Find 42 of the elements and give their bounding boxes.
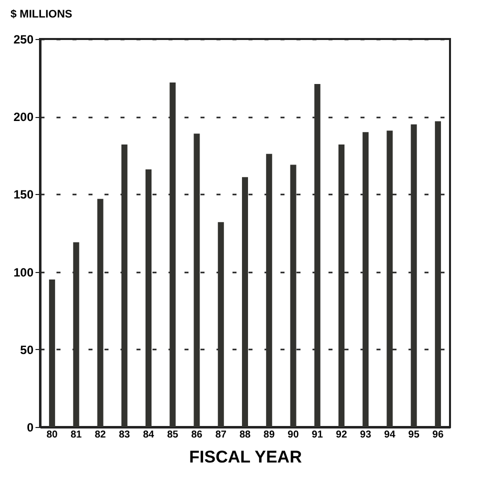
bar xyxy=(434,121,441,427)
bar xyxy=(49,280,56,427)
bar xyxy=(314,84,320,427)
bar xyxy=(194,134,200,427)
x-tick-label: 84 xyxy=(142,430,155,440)
bar xyxy=(73,242,80,427)
x-tick-label: 80 xyxy=(46,430,58,440)
x-tick-label: 90 xyxy=(288,430,300,440)
y-tick-label: 150 xyxy=(13,188,34,202)
x-tick-label: 83 xyxy=(118,430,130,440)
y-tick-label: 200 xyxy=(13,110,34,124)
bar xyxy=(146,169,152,427)
bar xyxy=(338,144,344,427)
bar xyxy=(386,130,393,427)
x-tick-label: 81 xyxy=(70,430,82,440)
bar xyxy=(170,82,176,427)
x-tick-label: 94 xyxy=(384,430,396,440)
y-axis-title: $ MILLIONS xyxy=(10,8,72,20)
x-tick-label: 82 xyxy=(94,430,106,440)
x-tick-label: 88 xyxy=(239,430,251,440)
bar xyxy=(218,222,224,427)
bar xyxy=(121,144,128,427)
bar xyxy=(362,132,369,427)
bar xyxy=(266,154,272,427)
bar xyxy=(97,198,104,427)
y-tick-label: 100 xyxy=(13,265,34,280)
x-tick-label: 92 xyxy=(336,430,348,440)
y-tick-label: 0 xyxy=(26,420,34,434)
x-tick-label: 89 xyxy=(264,430,276,440)
x-tick-label: 96 xyxy=(432,430,444,440)
y-tick-label: 250 xyxy=(13,32,34,46)
x-tick-label: 95 xyxy=(408,430,420,440)
x-tick-label: 93 xyxy=(360,430,372,440)
y-tick-label: 50 xyxy=(20,342,34,357)
x-tick-label: 86 xyxy=(191,430,203,440)
x-tick-label: 85 xyxy=(167,430,179,440)
bar xyxy=(242,177,248,427)
bar xyxy=(410,124,417,427)
x-axis-title: FISCAL YEAR xyxy=(189,448,302,466)
bar xyxy=(290,164,296,427)
x-tick-label: 91 xyxy=(312,430,324,440)
x-tick-label: 87 xyxy=(215,430,227,440)
